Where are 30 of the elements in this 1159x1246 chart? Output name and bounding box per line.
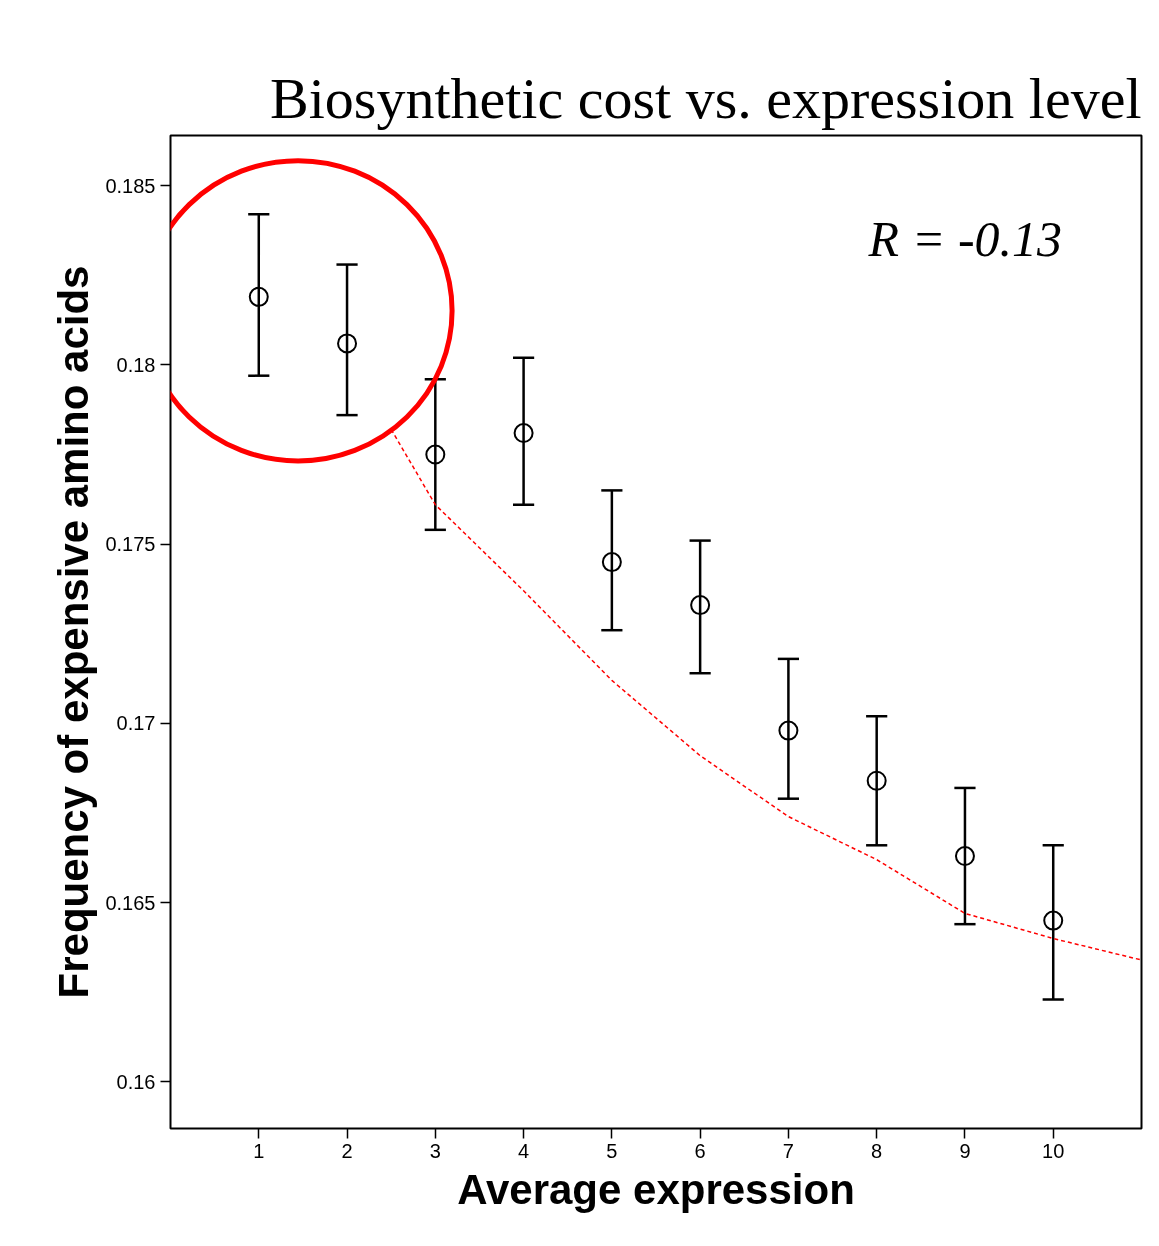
y-axis-title: Frequency of expensive amino acids (50, 265, 98, 999)
y-tick-label: 0.185 (105, 174, 156, 197)
point (248, 286, 269, 307)
x-tick-label: 3 (429, 1139, 441, 1162)
x-tick-label: 10 (1042, 1139, 1065, 1162)
y-tick-label: 0.16 (116, 1070, 156, 1093)
x-tick-label: 9 (959, 1139, 971, 1162)
point (601, 552, 622, 573)
point (425, 444, 446, 465)
x-tick-label: 2 (341, 1139, 353, 1162)
x-axis-title: Average expression (457, 1165, 855, 1213)
y-tick-label: 0.165 (105, 891, 156, 914)
point (690, 595, 711, 616)
y-tick-label: 0.17 (116, 712, 156, 735)
y-tick-label: 0.175 (105, 533, 156, 556)
chart-title: Biosynthetic cost vs. expression level (270, 65, 1142, 131)
point (866, 770, 887, 791)
x-tick-label: 4 (518, 1139, 530, 1162)
x-tick-label: 6 (694, 1139, 706, 1162)
x-tick-label: 5 (606, 1139, 618, 1162)
point (954, 846, 975, 867)
annotation: R = -0.13 (867, 211, 1063, 268)
y-tick-label: 0.18 (116, 353, 156, 376)
point (513, 423, 534, 444)
point (1043, 910, 1064, 931)
x-tick-label: 1 (253, 1139, 265, 1162)
point (337, 333, 358, 354)
x-tick-label: 7 (782, 1139, 794, 1162)
x-tick-label: 8 (871, 1139, 883, 1162)
point (778, 720, 799, 741)
